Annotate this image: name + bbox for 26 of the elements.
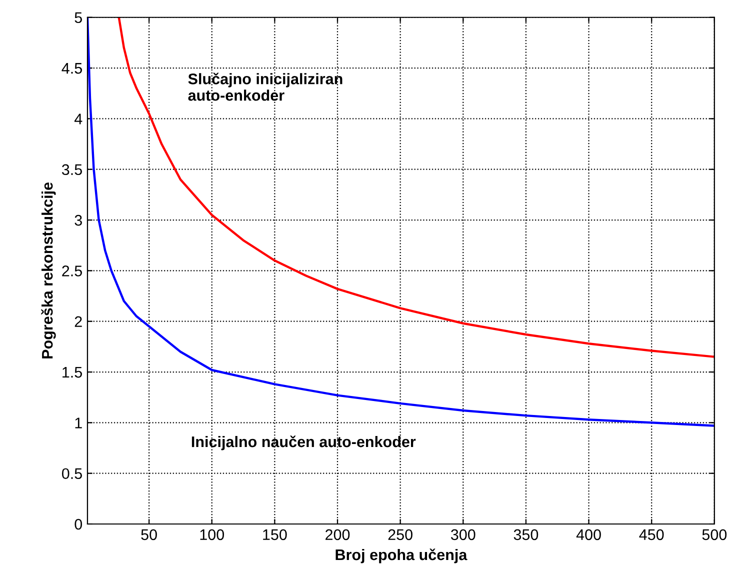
x-tick-label: 150 [263, 529, 287, 540]
x-tick-label: 200 [326, 529, 350, 540]
x-tick-label: 300 [450, 529, 476, 540]
y-tick-label: 0 [74, 518, 82, 530]
annotation: Slučajno inicijaliziran auto-enkoder [188, 72, 342, 101]
y-tick-label: 3.5 [62, 164, 82, 176]
y-tick-label: 5 [74, 12, 82, 24]
y-tick-label: 1 [75, 418, 82, 428]
y-tick-label: 2 [74, 316, 82, 327]
x-tick-label: 350 [514, 529, 538, 540]
y-tick-label: 4.5 [62, 63, 82, 74]
x-tick-label: 400 [576, 529, 601, 540]
x-tick-label: 450 [639, 529, 664, 540]
y-tick-label: 3 [74, 214, 82, 226]
x-axis-title: Broj epoha učenja [336, 548, 468, 564]
x-tick-label: 500 [702, 529, 727, 540]
x-tick-label: 100 [200, 529, 224, 540]
annotation: Inicijalno naučen auto-enkoder [192, 436, 416, 450]
y-tick-label: 2.5 [62, 266, 82, 276]
x-tick-label: 250 [388, 529, 412, 540]
x-tick-label: 50 [141, 529, 157, 540]
y-tick-label: 4 [74, 114, 82, 124]
y-tick-label: 1.5 [62, 367, 82, 378]
line-series [118, 17, 714, 358]
y-tick-label: 0.5 [62, 468, 82, 480]
y-axis-title: Pogreška rekonstrukcije [41, 182, 56, 358]
